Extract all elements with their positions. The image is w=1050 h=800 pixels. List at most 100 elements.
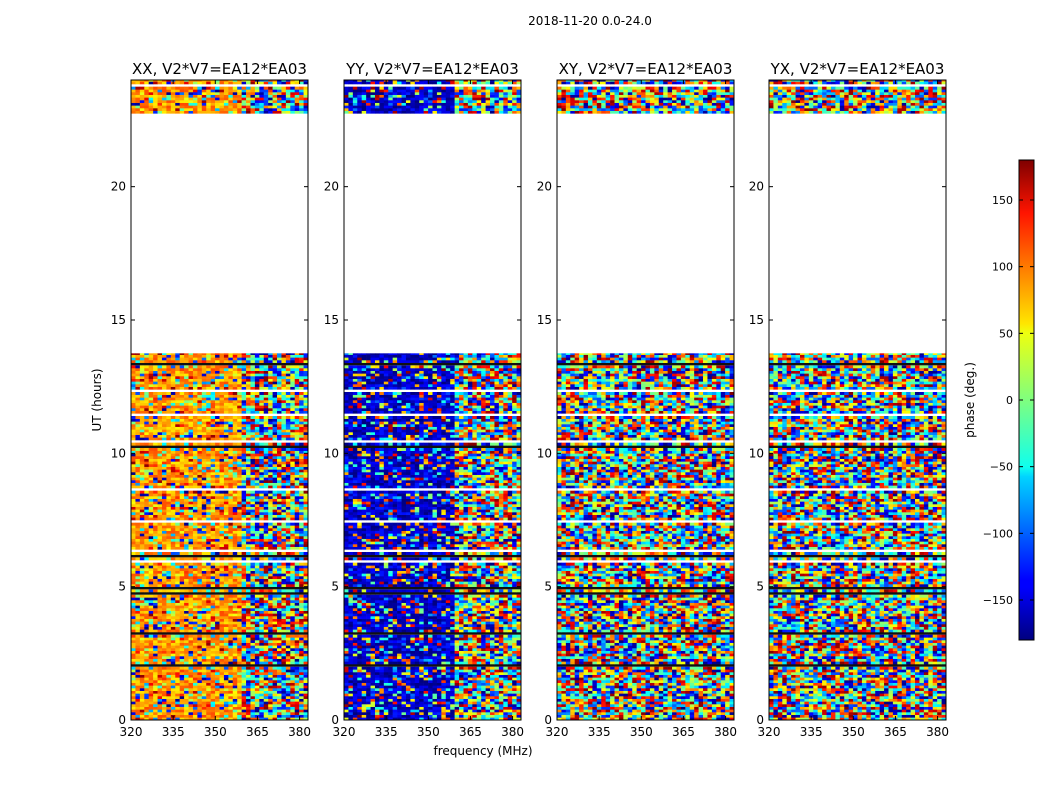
phase-cell xyxy=(277,416,282,419)
phase-cell xyxy=(219,648,225,651)
phase-cell xyxy=(277,653,282,657)
phase-cell xyxy=(201,541,207,545)
phase-cell xyxy=(263,373,269,377)
phase-cell xyxy=(277,634,282,638)
phase-cell xyxy=(139,578,145,582)
phase-cell xyxy=(241,696,247,699)
phase-cell xyxy=(206,386,211,390)
phase-cell xyxy=(153,701,158,705)
phase-cell xyxy=(277,696,282,699)
phase-cell xyxy=(148,610,154,614)
phase-cell xyxy=(263,453,269,457)
phase-cell xyxy=(197,397,203,401)
phase-cell xyxy=(144,477,149,481)
phase-cell xyxy=(219,437,225,441)
phase-cell xyxy=(206,437,211,441)
phase-cell xyxy=(144,669,149,673)
phase-cell xyxy=(144,353,149,355)
phase-cell xyxy=(206,512,211,515)
phase-cell xyxy=(148,496,154,499)
phase-cell xyxy=(281,410,287,414)
phase-cell xyxy=(135,685,141,689)
phase-cell xyxy=(285,442,291,446)
phase-cell xyxy=(246,466,251,470)
phase-cell xyxy=(170,613,176,617)
phase-cell xyxy=(290,637,296,641)
phase-cell xyxy=(157,418,163,422)
phase-cell xyxy=(166,578,172,582)
phase-cell xyxy=(254,645,260,649)
phase-cell xyxy=(228,656,234,659)
phase-cell xyxy=(277,693,282,697)
phase-cell xyxy=(303,450,308,454)
phase-cell xyxy=(285,456,291,459)
phase-cell xyxy=(148,522,154,526)
phase-cell xyxy=(166,429,172,433)
phase-cell xyxy=(170,709,176,713)
phase-cell xyxy=(179,432,185,435)
phase-cell xyxy=(237,418,242,422)
phase-cell xyxy=(144,674,149,678)
phase-cell xyxy=(153,400,158,403)
phase-cell xyxy=(219,392,225,395)
phase-cell xyxy=(153,576,158,579)
phase-cell xyxy=(166,456,172,459)
phase-cell xyxy=(281,517,287,521)
phase-cell xyxy=(206,552,211,555)
phase-cell xyxy=(268,530,273,534)
phase-cell xyxy=(215,578,220,582)
phase-cell xyxy=(148,677,154,681)
phase-cell xyxy=(237,450,242,454)
phase-cell xyxy=(241,405,247,409)
phase-cell xyxy=(299,384,304,387)
phase-cell xyxy=(188,496,194,499)
phase-cell xyxy=(237,653,242,657)
phase-cell xyxy=(170,501,176,505)
phase-cell xyxy=(131,392,136,395)
phase-cell xyxy=(135,717,141,720)
phase-cell xyxy=(153,418,158,422)
phase-cell xyxy=(277,661,282,665)
phase-cell xyxy=(192,658,198,662)
phase-cell xyxy=(192,501,198,505)
phase-cell xyxy=(228,712,234,715)
phase-cell xyxy=(153,717,158,720)
phase-cell xyxy=(299,602,304,606)
phase-cell xyxy=(285,544,291,547)
phase-cell xyxy=(170,456,176,459)
phase-cell xyxy=(175,357,180,361)
phase-cell xyxy=(188,378,194,382)
phase-cell xyxy=(263,557,269,561)
phase-cell xyxy=(290,453,296,457)
phase-cell xyxy=(215,357,220,361)
phase-cell xyxy=(206,373,211,377)
phase-cell xyxy=(148,381,154,385)
phase-cell xyxy=(237,618,242,622)
phase-cell xyxy=(259,397,265,401)
phase-cell xyxy=(192,522,198,526)
phase-cell xyxy=(237,717,242,720)
phase-cell xyxy=(175,650,180,654)
phase-cell xyxy=(166,394,172,398)
phase-cell xyxy=(250,602,256,606)
phase-cell xyxy=(254,570,260,574)
phase-cell xyxy=(170,616,176,619)
phase-cell xyxy=(268,498,273,502)
phase-cell xyxy=(175,448,180,451)
phase-cell xyxy=(201,640,207,643)
phase-cell xyxy=(197,669,203,673)
phase-cell xyxy=(201,696,207,699)
phase-cell xyxy=(246,110,251,114)
phase-cell xyxy=(272,365,278,369)
phase-cell xyxy=(241,432,247,435)
phase-cell xyxy=(179,498,185,502)
phase-cell xyxy=(188,392,194,395)
phase-cell xyxy=(237,621,242,625)
phase-cell xyxy=(281,501,287,505)
phase-cell xyxy=(210,397,216,401)
phase-cell xyxy=(219,512,225,515)
phase-cell xyxy=(303,522,308,526)
phase-cell xyxy=(210,421,216,425)
phase-cell xyxy=(290,525,296,529)
phase-cell xyxy=(184,453,189,457)
